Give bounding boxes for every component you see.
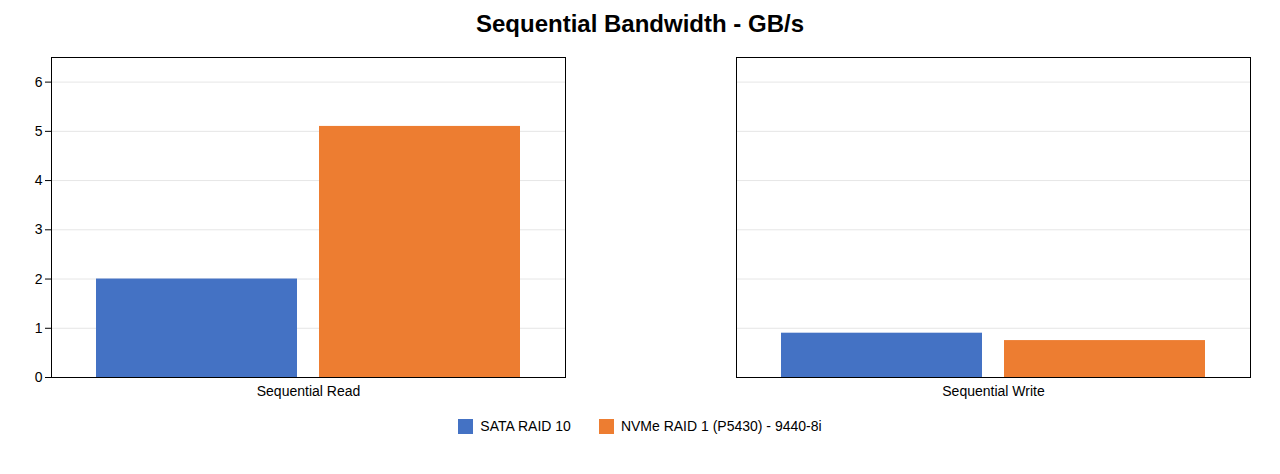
html-text:Sequential Bandwidth - GB/s: Sequential Bandwidth - GB/s <box>476 10 804 37</box>
svg-text:2: 2 <box>35 271 43 287</box>
svg-text:5: 5 <box>35 123 43 139</box>
svg-text:0: 0 <box>35 369 43 385</box>
svg-text:1: 1 <box>35 320 43 336</box>
svg-text:Sequential Write: Sequential Write <box>942 383 1045 399</box>
svg-text:6: 6 <box>35 74 43 90</box>
html-text:SATA RAID 10: SATA RAID 10 <box>480 418 571 434</box>
html-text:NVMe RAID 1 (P5430) - 9440-8i: NVMe RAID 1 (P5430) - 9440-8i <box>620 418 822 434</box>
svg-text:3: 3 <box>35 221 43 237</box>
svg-text:Sequential Read: Sequential Read <box>257 383 361 399</box>
svg-text:4: 4 <box>35 172 43 188</box>
